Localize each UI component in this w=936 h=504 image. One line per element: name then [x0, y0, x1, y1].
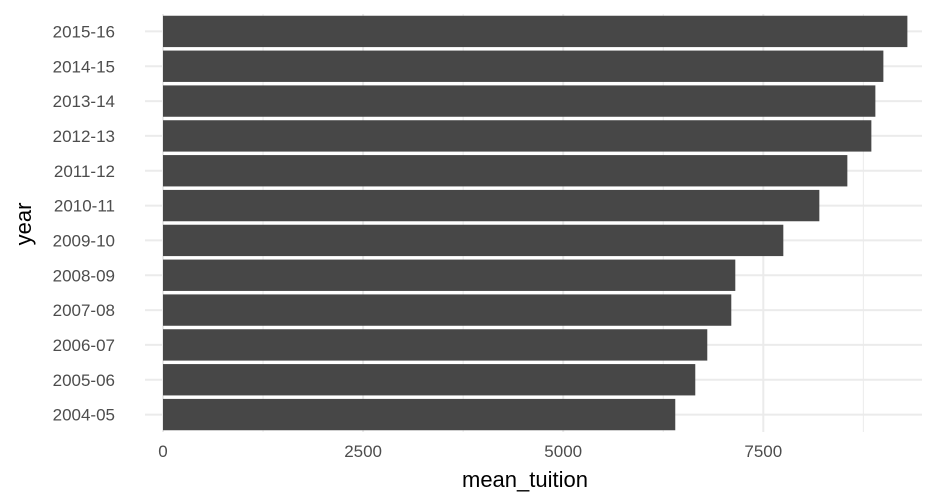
y-tick-label-2006-07: 2006-07: [53, 336, 115, 355]
x-tick-label-0: 0: [158, 442, 167, 461]
y-tick-label-2009-10: 2009-10: [53, 231, 115, 250]
y-tick-label-2014-15: 2014-15: [53, 57, 115, 76]
bar-2005-06: [163, 364, 696, 396]
minor-gridlines: [262, 14, 864, 432]
x-tick-labels: 0 2500 5000 7500: [158, 442, 782, 461]
y-tick-labels: 2004-05 2005-06 2006-07 2007-08 2008-09 2009-…: [53, 22, 115, 424]
y-tick-label-2015-16: 2015-16: [53, 22, 115, 41]
bar-2006-07: [163, 329, 708, 361]
y-axis-title: year: [11, 203, 36, 246]
x-tick-label-2500: 2500: [344, 442, 382, 461]
bar-2007-08: [163, 294, 732, 326]
y-tick-label-2013-14: 2013-14: [53, 92, 115, 111]
bar-2010-11: [163, 189, 820, 222]
bar-2012-13: [163, 120, 872, 152]
y-tick-label-2005-06: 2005-06: [53, 371, 115, 390]
bar-2014-15: [163, 50, 884, 82]
bar-2008-09: [163, 259, 736, 291]
x-tick-label-5000: 5000: [544, 442, 582, 461]
y-tick-label-2004-05: 2004-05: [53, 406, 115, 425]
bar-2015-16: [163, 15, 908, 48]
x-axis-title: mean_tuition: [462, 467, 588, 492]
bars: [163, 15, 908, 431]
y-tick-label-2007-08: 2007-08: [53, 301, 115, 320]
bar-2011-12: [163, 155, 848, 187]
y-tick-label-2011-12: 2011-12: [54, 162, 115, 181]
y-tick-label-2012-13: 2012-13: [53, 127, 115, 146]
y-tick-label-2010-11: 2010-11: [54, 197, 115, 216]
y-tick-label-2008-09: 2008-09: [53, 266, 115, 285]
x-tick-label-7500: 7500: [744, 442, 782, 461]
bar-2009-10: [163, 224, 784, 257]
bar-2004-05: [163, 398, 676, 431]
bar-2013-14: [163, 85, 876, 117]
